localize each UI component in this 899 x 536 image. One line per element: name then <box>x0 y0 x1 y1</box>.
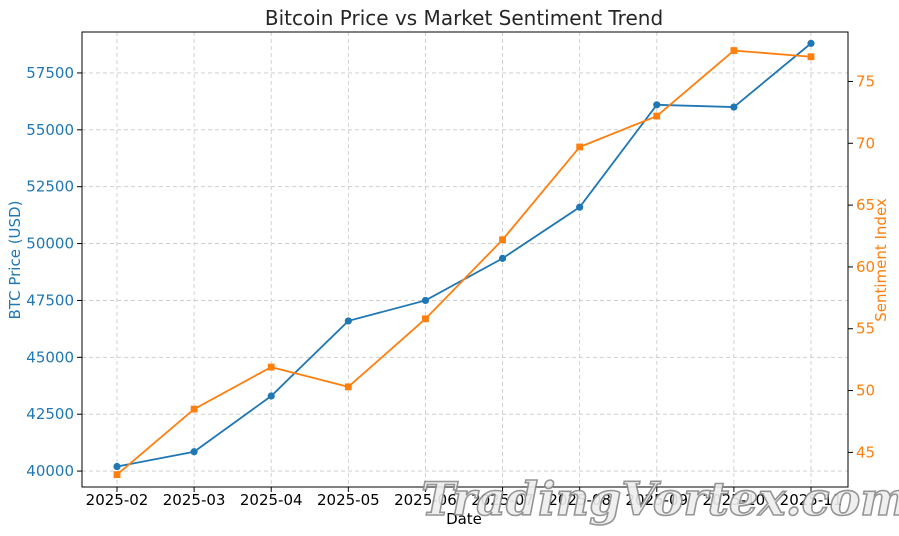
y-axis-right: 45 50 55 60 65 70 75 <box>848 72 875 461</box>
data-point <box>344 317 352 325</box>
series-line-right <box>116 49 812 476</box>
y-left-tick-label: 55000 <box>26 121 74 139</box>
x-tick-label: 2025-06 <box>394 491 457 509</box>
y-right-tick-label: 55 <box>856 320 875 338</box>
plot-frame <box>81 31 849 488</box>
data-point <box>576 203 584 211</box>
series-layer <box>113 39 815 479</box>
data-point <box>807 39 815 47</box>
x-tick-label: 2025-03 <box>163 491 226 509</box>
data-point <box>499 236 506 244</box>
x-tick-label: 2025-04 <box>240 491 303 509</box>
data-point <box>113 471 121 479</box>
y-right-tick-label: 75 <box>856 72 875 90</box>
x-tick-label: 2025-07 <box>471 491 534 509</box>
data-point <box>653 112 661 120</box>
y-right-tick-label: 50 <box>856 382 875 400</box>
data-point <box>113 462 121 471</box>
data-point <box>267 363 275 371</box>
data-point <box>190 405 198 413</box>
x-tick-label: 2025-02 <box>86 491 149 509</box>
data-point <box>344 383 352 391</box>
data-point <box>730 47 738 54</box>
y-left-tick-label: 40000 <box>26 462 74 480</box>
x-tick-label: 2025-08 <box>548 491 611 509</box>
y-left-tick-label: 57500 <box>26 64 74 82</box>
y-right-tick-label: 65 <box>856 196 875 214</box>
data-point <box>653 101 661 109</box>
x-tick-label: 2025-05 <box>317 491 380 509</box>
y-axis-left-label: BTC Price (USD) <box>6 201 24 320</box>
x-tick-label: 2025-09 <box>625 491 688 509</box>
data-point <box>422 315 429 323</box>
data-point <box>421 296 430 305</box>
y-right-tick-label: 60 <box>856 258 875 276</box>
x-axis-label: Date <box>446 510 482 528</box>
y-left-tick-label: 42500 <box>26 405 74 423</box>
data-point <box>576 143 584 151</box>
data-point <box>267 392 275 400</box>
y-left-tick-label: 52500 <box>26 178 74 196</box>
grid <box>82 32 848 487</box>
y-right-tick-label: 70 <box>856 134 875 152</box>
data-point <box>730 103 738 111</box>
y-left-tick-label: 45000 <box>26 348 74 366</box>
y-right-tick-label: 45 <box>856 443 875 461</box>
y-axis-left: 40000 42500 45000 47500 50000 52500 55000 57500 <box>26 64 82 480</box>
data-point <box>807 53 815 61</box>
chart-title: Bitcoin Price vs Market Sentiment Trend <box>265 6 663 30</box>
data-point <box>190 448 198 456</box>
x-tick-label: 2025-10 <box>703 491 766 509</box>
series-line-left <box>116 42 812 468</box>
y-left-tick-label: 50000 <box>26 235 74 253</box>
y-axis-right-label: Sentiment Index <box>872 198 890 322</box>
data-point <box>498 254 507 262</box>
x-tick-label: 2025-11 <box>780 491 843 509</box>
x-axis: 2025-02 2025-03 2025-04 2025-05 2025-06 2025-… <box>86 487 843 509</box>
y-left-tick-label: 47500 <box>26 291 74 309</box>
watermark-logo: TradingVortex.com <box>421 472 899 526</box>
